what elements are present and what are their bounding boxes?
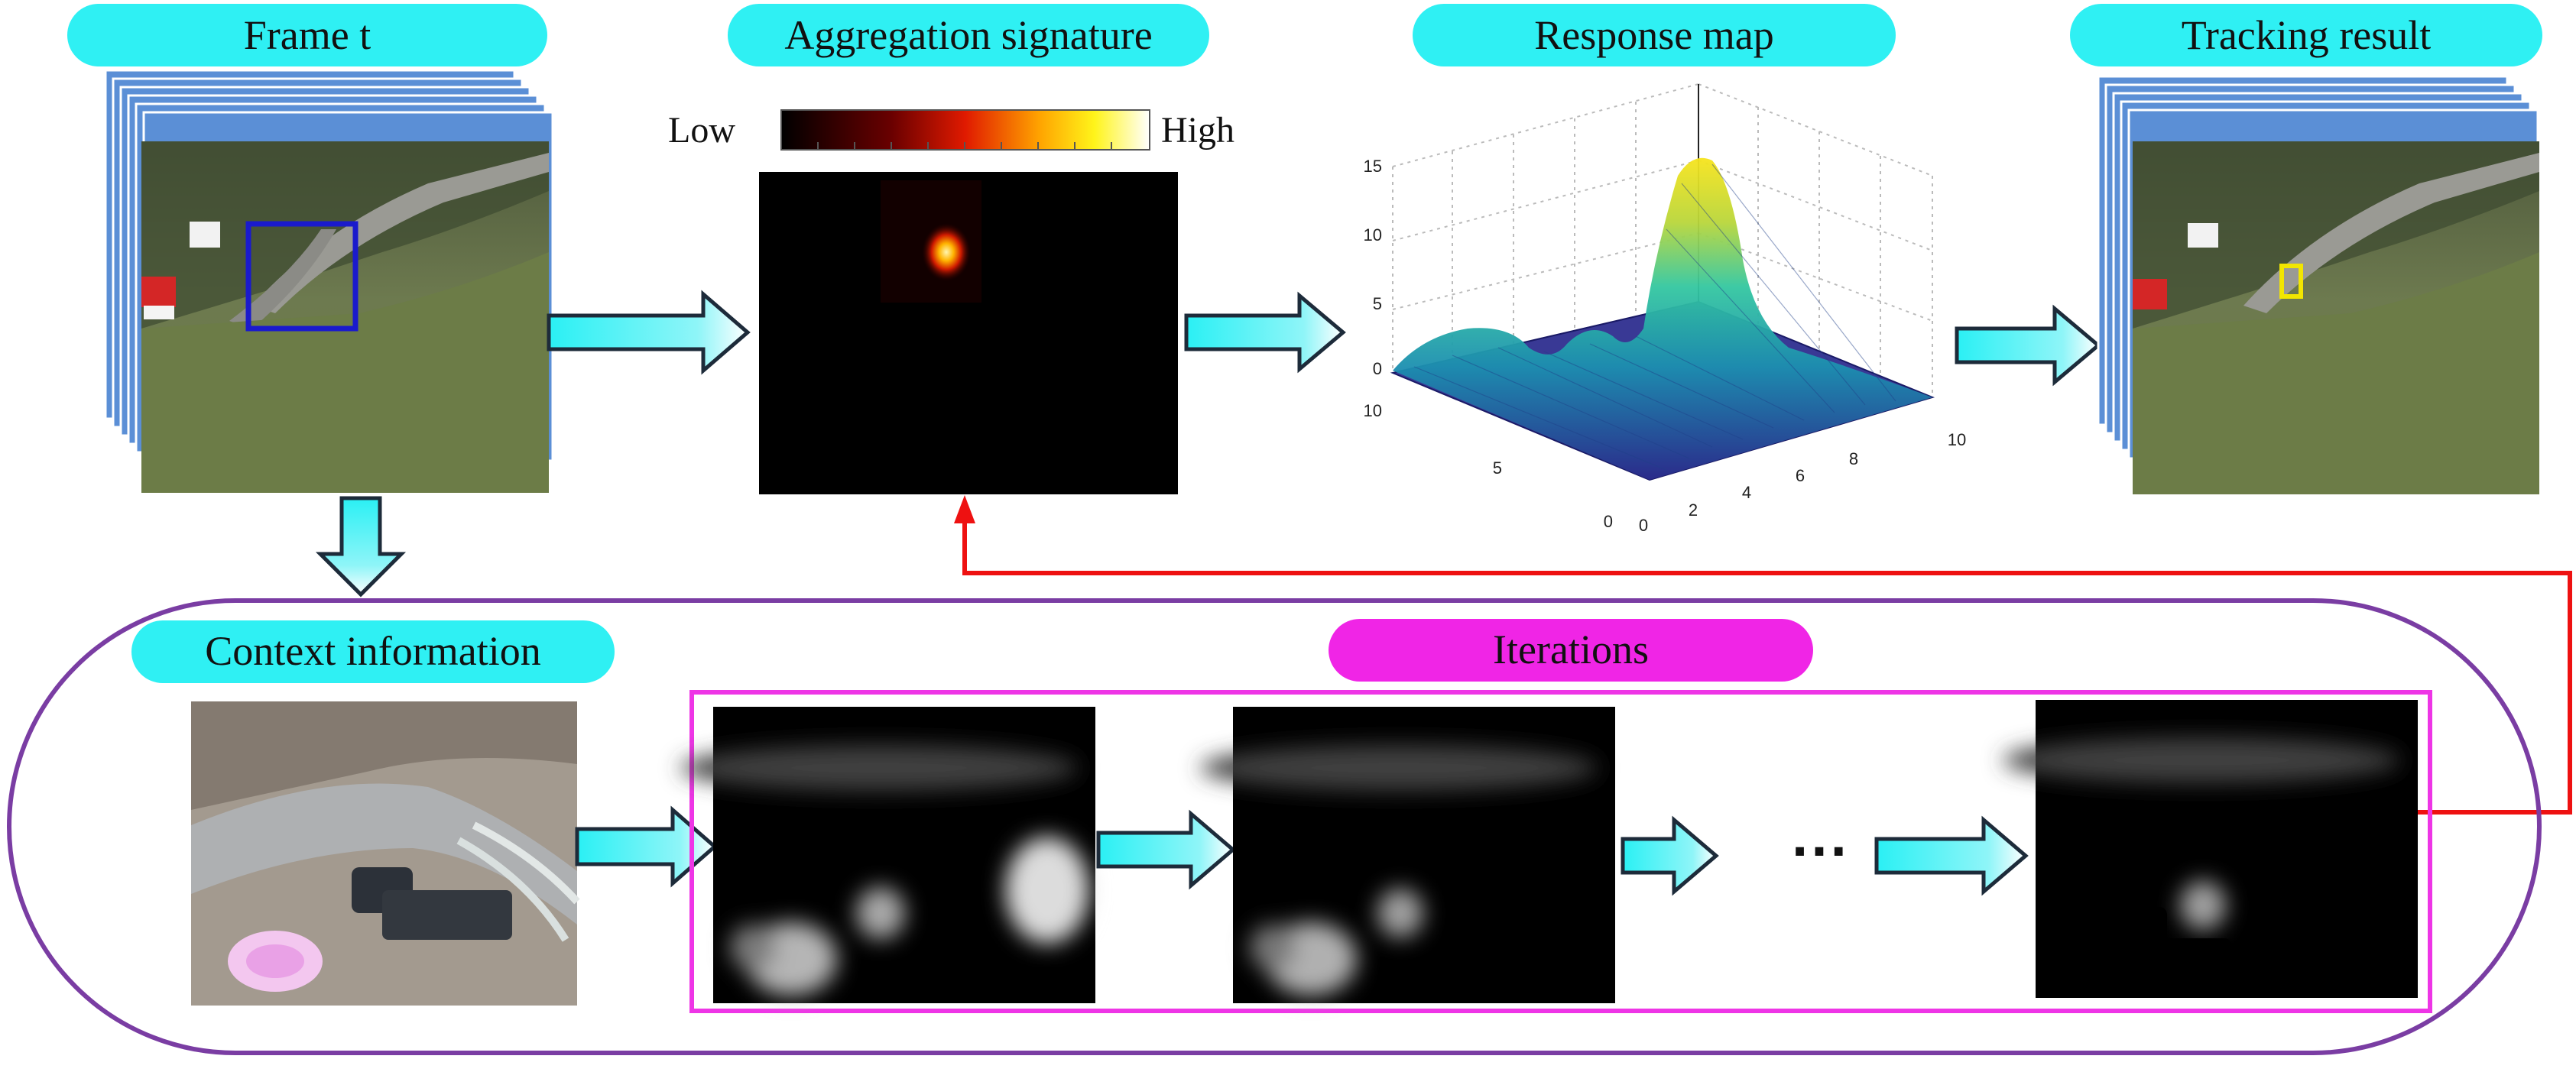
z-tick-5: 5	[1373, 294, 1382, 313]
response-label-pill: Response map	[1413, 4, 1896, 66]
frame-label-pill: Frame t	[67, 4, 547, 66]
context-image	[191, 701, 580, 1006]
y-tick-10: 10	[1364, 401, 1382, 420]
frame-label: Frame t	[244, 12, 371, 58]
result-box	[2279, 264, 2303, 299]
tracking-label: Tracking result	[2182, 12, 2431, 58]
iteration-image-1	[680, 707, 1095, 1003]
iteration-image-2	[1200, 707, 1615, 1003]
z-tick-0: 0	[1373, 359, 1382, 378]
y-tick-0: 0	[1604, 512, 1613, 531]
arrow-frame-to-context	[315, 496, 407, 598]
colorbar-low-label: Low	[668, 110, 735, 151]
colorbar: Low High	[668, 109, 1234, 151]
colorbar-high-label: High	[1161, 110, 1234, 151]
z-tick-15: 15	[1364, 157, 1382, 176]
frame-image	[141, 141, 549, 493]
arrow-ellipsis-to-iteration-n	[1874, 815, 2029, 896]
target-box	[245, 221, 358, 332]
arrow-signature-to-response	[1184, 291, 1346, 374]
y-tick-5: 5	[1493, 458, 1502, 478]
arrow-iteration-2-to-ellipsis	[1621, 815, 1719, 896]
x-tick-8: 8	[1849, 449, 1858, 468]
colorbar-ticks	[817, 142, 1112, 150]
aggregation-label: Aggregation signature	[784, 12, 1152, 58]
response-label: Response map	[1534, 12, 1773, 58]
iteration-image-n	[2003, 700, 2418, 998]
context-label-pill: Context information	[131, 620, 615, 683]
x-tick-0: 0	[1639, 516, 1648, 535]
ellipsis: ···	[1792, 819, 1850, 884]
response-map-plot: 15 10 5 0 10 5 0 0 2 4 6 8 10	[1364, 83, 1966, 535]
feedback-arrow-line	[962, 520, 2572, 815]
iteration-loop-enclosure	[7, 598, 2542, 1055]
result-image	[2133, 141, 2539, 494]
x-tick-2: 2	[1689, 500, 1698, 520]
x-tick-6: 6	[1796, 466, 1805, 485]
iterations-label: Iterations	[1493, 627, 1649, 672]
z-tick-10: 10	[1364, 225, 1382, 245]
iterations-label-pill: Iterations	[1329, 619, 1813, 682]
aggregation-heatmap	[759, 172, 1178, 494]
x-tick-10: 10	[1948, 430, 1966, 449]
x-tick-4: 4	[1742, 483, 1751, 502]
iterations-box	[689, 690, 2432, 1013]
arrow-frame-to-signature	[547, 290, 751, 375]
context-label: Context information	[205, 628, 540, 674]
tracking-label-pill: Tracking result	[2070, 4, 2542, 66]
feedback-arrow-head	[954, 495, 975, 523]
arrow-iteration-1-to-2	[1096, 809, 1236, 890]
aggregation-label-pill: Aggregation signature	[728, 4, 1209, 66]
arrow-response-to-result	[1955, 304, 2101, 387]
